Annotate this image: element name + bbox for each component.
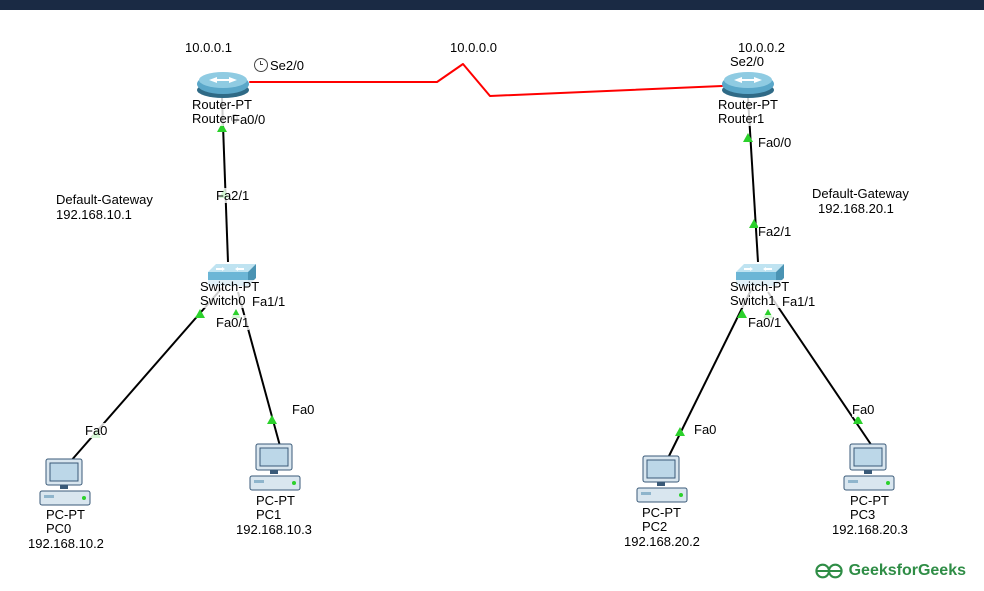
pc1-ip-label: 192.168.10.3: [236, 522, 312, 537]
gw-left-ip: 192.168.10.1: [56, 207, 132, 222]
router0-ip-label: 10.0.0.1: [185, 40, 232, 55]
watermark-text: GeeksforGeeks: [849, 562, 966, 580]
pc0-ip-label: 192.168.10.2: [28, 536, 104, 551]
pc3-ip-label: 192.168.20.3: [832, 522, 908, 537]
watermark: GeeksforGeeks: [815, 561, 966, 581]
switch1-name-label: Switch-PT Switch1: [730, 280, 789, 308]
geeksforgeeks-icon: [815, 561, 843, 581]
sw0-fa21-label: Fa2/1: [216, 188, 249, 203]
gw-left-title: Default-Gateway: [56, 192, 153, 207]
window-topbar: [0, 0, 984, 10]
router0-fa00-label: Fa0/0: [232, 112, 265, 127]
link-up-icon: [267, 415, 277, 424]
link-up-icon: [195, 309, 205, 318]
sw1-fa11-label: Fa1/1: [782, 294, 815, 309]
pc1-fa0-label: Fa0: [292, 402, 314, 417]
sw0-fa11-label: Fa1/1: [252, 294, 285, 309]
pc2-fa0-label: Fa0: [694, 422, 716, 437]
pc2-name-label: PC-PT PC2: [642, 506, 681, 534]
clock-rate-icon: [254, 58, 268, 72]
router1-ip-label: 10.0.0.2: [738, 40, 785, 55]
pc0[interactable]: [38, 455, 94, 514]
router1-fa00-label: Fa0/0: [758, 135, 791, 150]
link-up-icon: [675, 427, 685, 436]
pc1[interactable]: [248, 440, 304, 499]
sw1-fa21-label: Fa2/1: [758, 224, 791, 239]
wan-network-label: 10.0.0.0: [450, 40, 497, 55]
router1-name-label: Router-PT Router1: [718, 98, 778, 126]
pc3[interactable]: [842, 440, 898, 499]
pc2-ip-label: 192.168.20.2: [624, 534, 700, 549]
network-links-layer: [0, 0, 984, 591]
pc0-fa0-label: Fa0: [85, 423, 107, 438]
gw-right-ip: 192.168.20.1: [818, 201, 894, 216]
pc1-name-label: PC-PT PC1: [256, 494, 295, 522]
switch0-name-label: Switch-PT Switch0: [200, 280, 259, 308]
router1-se20-label: Se2/0: [730, 54, 764, 69]
pc3-fa0-label: Fa0: [852, 402, 874, 417]
gw-right-title: Default-Gateway: [812, 186, 909, 201]
pc0-name-label: PC-PT PC0: [46, 508, 85, 536]
link-up-icon: [743, 133, 753, 142]
sw0-fa01-label: Fa0/1: [216, 315, 249, 330]
sw1-fa01-label: Fa0/1: [748, 315, 781, 330]
pc3-name-label: PC-PT PC3: [850, 494, 889, 522]
router0-se20-label: Se2/0: [270, 58, 304, 73]
link-up-icon: [737, 309, 747, 318]
pc2[interactable]: [635, 452, 691, 511]
